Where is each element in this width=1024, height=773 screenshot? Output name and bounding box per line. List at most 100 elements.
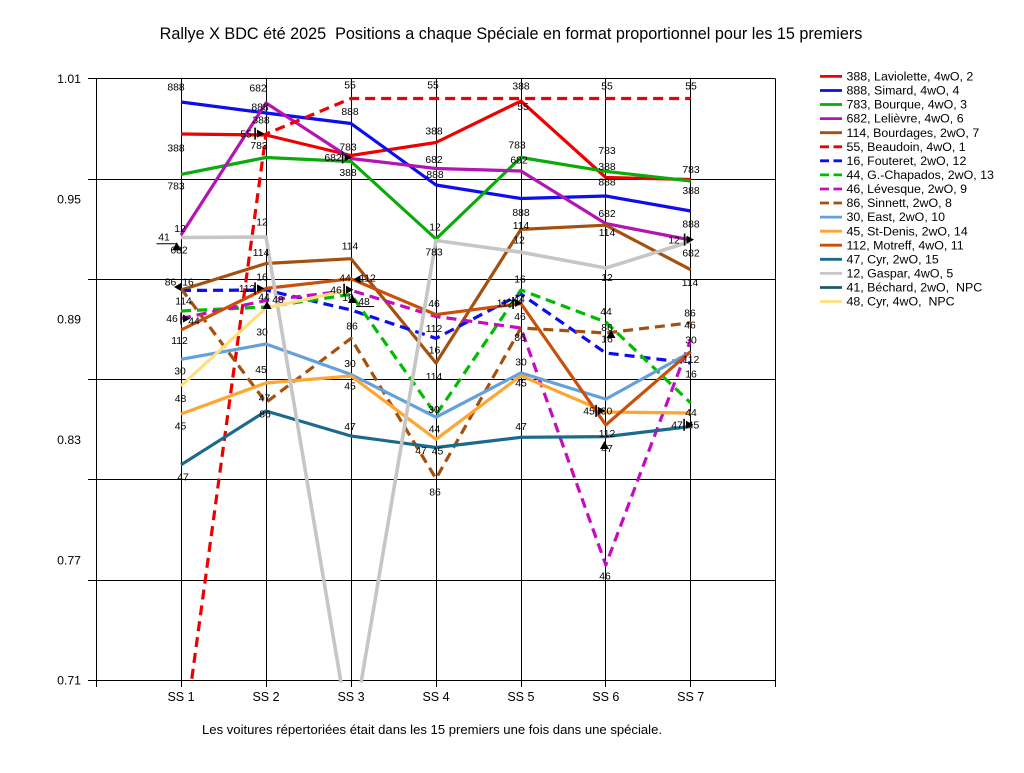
svg-text:30: 30	[428, 405, 440, 416]
svg-text:112: 112	[683, 355, 700, 366]
svg-text:112, Motreff, 4wO, 11: 112, Motreff, 4wO, 11	[847, 238, 964, 252]
svg-text:44: 44	[600, 307, 612, 318]
svg-text:682, Lelièvre, 4wO, 6: 682, Lelièvre, 4wO, 6	[847, 112, 964, 126]
svg-text:46: 46	[428, 299, 440, 310]
svg-text:30: 30	[174, 367, 186, 378]
svg-text:46, Lévesque, 2wO, 9: 46, Lévesque, 2wO, 9	[847, 182, 968, 196]
svg-text:86, Sinnett, 2wO, 8: 86, Sinnett, 2wO, 8	[847, 196, 952, 210]
svg-text:388: 388	[167, 144, 185, 155]
svg-text:55: 55	[685, 82, 697, 93]
svg-text:783: 783	[682, 165, 700, 176]
svg-text:45: 45	[688, 421, 700, 432]
svg-text:16: 16	[256, 272, 268, 283]
svg-text:46: 46	[599, 571, 611, 582]
svg-text:12, Gaspar, 4wO, 5: 12, Gaspar, 4wO, 5	[847, 267, 954, 281]
svg-text:682: 682	[598, 209, 616, 220]
svg-text:12: 12	[513, 235, 525, 246]
svg-text:48: 48	[175, 394, 187, 405]
svg-text:388: 388	[339, 168, 357, 179]
svg-text:41: 41	[158, 232, 170, 243]
svg-text:55: 55	[601, 82, 613, 93]
svg-text:888, Simard, 4wO, 4: 888, Simard, 4wO, 4	[847, 84, 960, 98]
svg-text:86: 86	[429, 488, 441, 499]
svg-text:Rallye X BDC été 2025 Positio: Rallye X BDC été 2025 Positions a chaque…	[160, 25, 863, 43]
svg-text:12: 12	[429, 222, 441, 233]
svg-text:30: 30	[256, 328, 268, 339]
svg-text:SS 2: SS 2	[252, 690, 279, 704]
svg-text:0.83: 0.83	[57, 433, 81, 447]
svg-text:55: 55	[517, 102, 529, 113]
svg-text:47: 47	[515, 422, 527, 433]
svg-text:888: 888	[251, 103, 269, 114]
svg-text:55, Beaudoin, 4wO, 1: 55, Beaudoin, 4wO, 1	[847, 140, 966, 154]
svg-text:SS 4: SS 4	[422, 690, 449, 704]
svg-text:30: 30	[685, 336, 697, 347]
svg-text:888: 888	[426, 170, 444, 181]
svg-text:44: 44	[513, 295, 525, 306]
svg-text:30, East, 2wO, 10: 30, East, 2wO, 10	[847, 210, 946, 224]
svg-text:55: 55	[344, 81, 356, 92]
svg-text:16: 16	[429, 345, 441, 356]
svg-text:112: 112	[497, 299, 514, 310]
svg-text:1.01: 1.01	[57, 72, 81, 86]
svg-text:12: 12	[601, 273, 613, 284]
svg-text:388: 388	[512, 82, 530, 93]
svg-text:112: 112	[599, 429, 616, 440]
svg-text:44: 44	[685, 408, 697, 419]
svg-text:46: 46	[514, 312, 526, 323]
svg-text:44: 44	[258, 293, 270, 304]
svg-text:0.89: 0.89	[57, 313, 81, 327]
svg-text:47: 47	[601, 444, 613, 455]
svg-text:114: 114	[342, 242, 359, 253]
svg-text:783: 783	[508, 140, 526, 151]
svg-text:47: 47	[671, 421, 683, 432]
svg-text:48, Cyr, 4wO, NPC: 48, Cyr, 4wO, NPC	[847, 295, 955, 309]
svg-text:86: 86	[514, 333, 526, 344]
svg-text:888: 888	[167, 83, 185, 94]
svg-text:30: 30	[515, 357, 527, 368]
svg-text:783, Bourque, 4wO, 3: 783, Bourque, 4wO, 3	[847, 98, 968, 112]
svg-text:44, G.-Chapados, 2wO, 13: 44, G.-Chapados, 2wO, 13	[847, 168, 995, 182]
svg-text:45: 45	[583, 407, 595, 418]
svg-text:86: 86	[684, 309, 696, 320]
svg-text:112: 112	[426, 324, 443, 335]
svg-text:46: 46	[330, 285, 342, 296]
svg-text:SS 1: SS 1	[167, 690, 194, 704]
svg-text:30: 30	[601, 407, 613, 418]
svg-text:112: 112	[239, 284, 256, 295]
svg-text:45: 45	[515, 378, 527, 389]
svg-text:86: 86	[601, 323, 613, 334]
svg-text:0.77: 0.77	[57, 553, 81, 567]
svg-text:16: 16	[342, 293, 354, 304]
svg-text:783: 783	[598, 146, 616, 157]
svg-text:682: 682	[510, 156, 528, 167]
svg-text:12: 12	[668, 235, 680, 246]
svg-text:45, St-Denis, 2wO, 14: 45, St-Denis, 2wO, 14	[847, 224, 968, 238]
svg-text:16: 16	[601, 334, 613, 345]
svg-text:45: 45	[344, 382, 356, 393]
svg-text:783: 783	[167, 182, 185, 193]
svg-text:888: 888	[341, 107, 359, 118]
svg-text:86: 86	[165, 278, 177, 289]
svg-text:112: 112	[171, 336, 188, 347]
svg-text:48: 48	[272, 295, 284, 306]
svg-text:86: 86	[346, 322, 358, 333]
svg-text:682: 682	[425, 155, 443, 166]
svg-text:48: 48	[358, 297, 370, 308]
svg-text:114, Bourdages, 2wO, 7: 114, Bourdages, 2wO, 7	[847, 126, 980, 140]
svg-text:114: 114	[599, 228, 616, 239]
svg-text:SS 3: SS 3	[337, 690, 364, 704]
svg-text:682: 682	[249, 84, 267, 95]
svg-text:SS 6: SS 6	[592, 690, 619, 704]
svg-text:682: 682	[170, 246, 188, 257]
svg-text:47: 47	[259, 393, 271, 404]
svg-text:888: 888	[512, 208, 530, 219]
svg-text:47: 47	[177, 472, 189, 483]
svg-text:682: 682	[324, 153, 342, 164]
svg-text:16: 16	[182, 278, 194, 289]
svg-text:45: 45	[175, 422, 187, 433]
svg-text:46: 46	[166, 314, 178, 325]
svg-text:55: 55	[240, 129, 252, 140]
svg-text:114: 114	[426, 372, 443, 383]
svg-text:12: 12	[256, 218, 268, 229]
